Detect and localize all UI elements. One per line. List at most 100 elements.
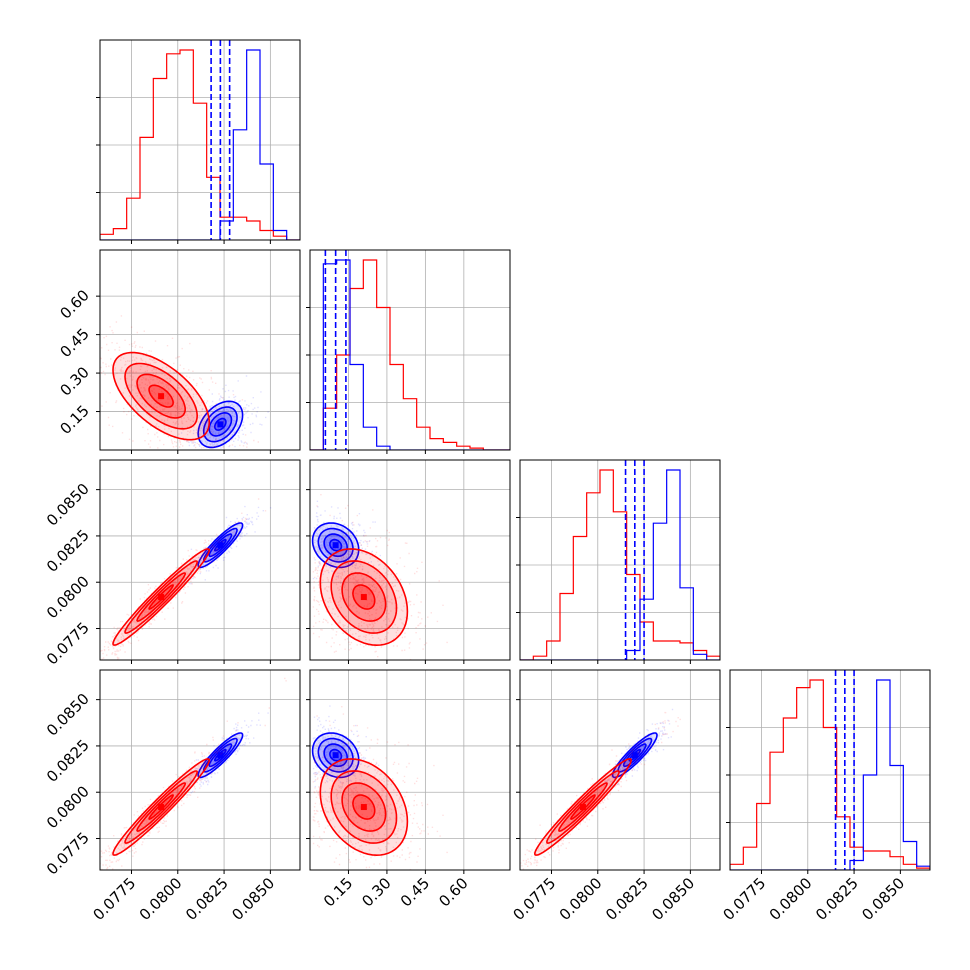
density-contour-blue (317, 527, 354, 563)
histogram-step-1 (310, 259, 510, 450)
density-contour-red (148, 584, 174, 610)
scatter-points-blue (312, 500, 381, 588)
x-tick-label: 0.0825 (182, 874, 232, 924)
density-contour-red (136, 373, 187, 419)
panel-frame (519, 669, 721, 871)
density-peak-red (158, 594, 165, 601)
panel-frame (309, 669, 511, 871)
density-contour-blue (622, 743, 647, 768)
histogram-step-1 (730, 679, 930, 870)
y-tick-label: 0.0825 (43, 526, 93, 576)
scatter-panel-1-0 (96, 249, 301, 454)
scatter-panel-2-1 (306, 459, 511, 664)
y-tick-label: 0.60 (56, 286, 92, 322)
density-contour-red (330, 560, 398, 634)
density-contour-blue (311, 732, 360, 779)
y-tick-label: 0.0850 (43, 690, 93, 740)
density-contour-red (112, 351, 211, 441)
x-tick-label: 0.0850 (858, 874, 908, 924)
density-contour-red (570, 794, 596, 820)
scatter-panel-2-0 (96, 459, 301, 664)
density-peak-blue (217, 542, 224, 549)
density-peak-blue (332, 752, 339, 759)
density-peak-blue (217, 421, 224, 428)
panel-frame (729, 669, 931, 871)
density-contour-blue (197, 522, 244, 569)
scatter-points-red (100, 677, 287, 870)
x-tick-label: 0.60 (435, 874, 471, 910)
density-contour-red (558, 782, 608, 832)
density-contour-red (148, 794, 174, 820)
density-contour-blue (197, 732, 244, 779)
x-tick-label: 0.0825 (812, 874, 862, 924)
density-contour-blue (202, 406, 238, 443)
density-peak-red (158, 804, 165, 811)
y-tick-label: 0.0800 (43, 572, 93, 622)
x-tick-label: 0.45 (397, 874, 433, 910)
scatter-panel-3-1 (306, 669, 511, 874)
density-peak-red (360, 804, 367, 811)
density-contour-red (546, 770, 620, 844)
density-contour-red (341, 572, 387, 622)
density-peak-blue (332, 542, 339, 549)
histogram-panel-2 (516, 459, 721, 664)
y-tick-label: 0.0775 (43, 619, 93, 669)
density-contour-red (112, 548, 211, 646)
panel-frame (99, 459, 301, 661)
density-contour-red (112, 758, 211, 856)
density-peak-red (360, 594, 367, 601)
density-contour-red (136, 782, 187, 832)
density-contour-blue (323, 533, 349, 558)
x-tick-label: 0.0775 (89, 874, 139, 924)
density-contour-red (136, 572, 187, 622)
density-contour-blue (214, 417, 227, 431)
panel-frame (309, 459, 511, 661)
density-contour-red (319, 548, 409, 647)
scatter-points-blue (312, 705, 380, 799)
scatter-points-blue (180, 375, 269, 449)
x-tick-label: 0.0775 (719, 874, 769, 924)
density-contour-blue (208, 743, 233, 768)
y-tick-label: 0.45 (56, 325, 92, 361)
panel-frame (99, 669, 301, 871)
scatter-points-blue (562, 708, 674, 817)
density-peak-red (579, 804, 586, 811)
x-tick-label: 0.0850 (228, 874, 278, 924)
density-contour-red (124, 362, 199, 430)
scatter-panel-3-0 (96, 669, 301, 874)
x-tick-label: 0.0800 (766, 874, 816, 924)
x-tick-label: 0.0775 (509, 874, 559, 924)
density-contour-red (352, 584, 376, 610)
scatter-panel-3-2 (516, 669, 721, 874)
density-peak-blue (631, 752, 638, 759)
histogram-panel-0 (96, 39, 301, 244)
panel-frame (99, 39, 301, 241)
density-contour-red (319, 758, 409, 857)
y-tick-label: 0.30 (56, 363, 92, 399)
panel-frame (519, 459, 721, 661)
y-tick-label: 0.15 (56, 402, 92, 438)
x-tick-label: 0.15 (320, 874, 356, 910)
density-contour-red (148, 384, 174, 408)
y-tick-label: 0.0850 (43, 480, 93, 530)
density-contour-blue (611, 732, 658, 779)
density-contour-red (124, 560, 199, 634)
x-tick-label: 0.0800 (556, 874, 606, 924)
density-contour-blue (323, 743, 349, 768)
x-tick-label: 0.0850 (648, 874, 698, 924)
y-tick-label: 0.0800 (43, 782, 93, 832)
histogram-step-1 (100, 49, 300, 240)
scatter-points-red (520, 711, 681, 870)
density-contour-blue (197, 400, 244, 449)
panel-frame (99, 249, 301, 451)
panel-frame (309, 249, 511, 451)
histogram-panel-3 (726, 669, 931, 874)
density-peak-blue (217, 752, 224, 759)
density-contour-blue (208, 533, 233, 558)
histogram-panel-1 (306, 249, 511, 454)
density-contour-blue (317, 737, 354, 773)
density-contour-blue (311, 522, 360, 569)
density-contour-red (124, 770, 199, 844)
y-tick-label: 0.0825 (43, 736, 93, 786)
